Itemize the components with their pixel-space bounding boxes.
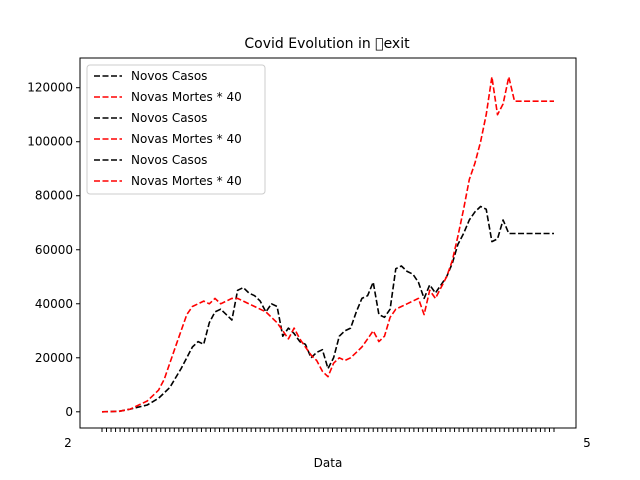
y-tick-label: 20000 — [35, 351, 73, 365]
x-tick-label: 5 — [583, 436, 591, 450]
chart-title: Covid Evolution in  exit — [244, 36, 410, 52]
legend-label: Novos Casos — [131, 111, 207, 125]
legend-label: Novas Mortes * 40 — [131, 174, 242, 188]
y-tick-label: 80000 — [35, 189, 73, 203]
series-line-novos-casos — [102, 207, 554, 412]
legend-label: Novos Casos — [131, 153, 207, 167]
x-axis-label: Data — [314, 456, 343, 470]
legend-label: Novas Mortes * 40 — [131, 132, 242, 146]
legend-label: Novos Casos — [131, 69, 207, 83]
y-tick-label: 0 — [65, 405, 73, 419]
y-tick-label: 100000 — [27, 135, 73, 149]
x-tick-label: 2 — [64, 436, 72, 450]
legend-label: Novas Mortes * 40 — [131, 90, 242, 104]
y-tick-label: 40000 — [35, 297, 73, 311]
y-tick-label: 120000 — [27, 81, 73, 95]
legend: Novos Casos Novas Mortes * 40 Novos Casos N… — [87, 65, 265, 194]
y-axis: 0 20000 40000 60000 80000 100000 120000 — [27, 81, 80, 419]
y-tick-label: 60000 — [35, 243, 73, 257]
